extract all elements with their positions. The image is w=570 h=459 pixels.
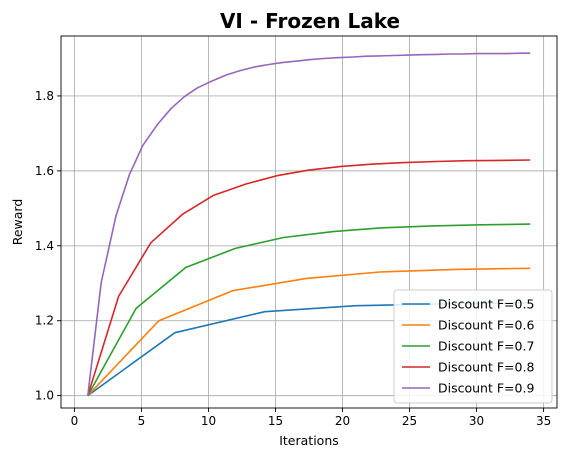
x-tick-label: 20 <box>335 414 350 428</box>
axis-ticks: 0 5 10 15 20 25 30 35 1.0 1.2 1.4 1.6 1.8 <box>35 89 551 428</box>
series-line <box>87 223 531 396</box>
x-tick-label: 5 <box>138 414 146 428</box>
y-tick-label: 1.4 <box>35 239 54 253</box>
y-tick-label: 1.0 <box>35 389 54 403</box>
x-tick-label: 25 <box>402 414 417 428</box>
x-tick-label: 10 <box>201 414 216 428</box>
chart-title: VI - Frozen Lake <box>220 9 400 33</box>
series-line <box>87 52 531 396</box>
y-tick-label: 1.8 <box>35 89 54 103</box>
x-tick-label: 0 <box>71 414 79 428</box>
plot-frame <box>60 35 558 409</box>
x-tick-label: 30 <box>469 414 484 428</box>
y-tick-label: 1.6 <box>35 164 54 178</box>
legend-label: Discount F=0.8 <box>438 360 534 375</box>
series-line <box>87 159 531 396</box>
x-axis-label: Iterations <box>279 433 339 448</box>
legend-label: Discount F=0.6 <box>438 318 534 333</box>
legend-label: Discount F=0.5 <box>438 297 534 312</box>
x-tick-label: 35 <box>536 414 551 428</box>
series-line <box>87 267 531 397</box>
x-tick-label: 15 <box>268 414 283 428</box>
legend-label: Discount F=0.7 <box>438 339 534 354</box>
legend-box <box>393 289 553 404</box>
legend: Discount F=0.5 Discount F=0.6 Discount F=0… <box>393 289 553 404</box>
y-tick-label: 1.2 <box>35 314 54 328</box>
y-axis-label: Reward <box>10 199 25 246</box>
legend-label: Discount F=0.9 <box>438 381 534 396</box>
